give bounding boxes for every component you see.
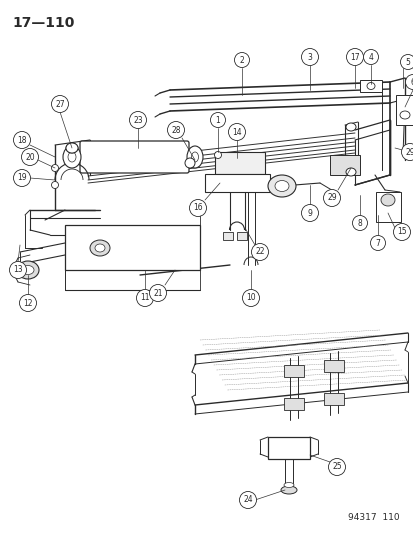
Ellipse shape xyxy=(191,152,198,162)
Ellipse shape xyxy=(51,182,58,189)
Ellipse shape xyxy=(345,168,355,176)
Text: 18: 18 xyxy=(17,135,27,144)
Ellipse shape xyxy=(399,111,409,119)
Text: 14: 14 xyxy=(232,127,241,136)
FancyBboxPatch shape xyxy=(395,95,413,125)
Ellipse shape xyxy=(22,265,34,274)
FancyBboxPatch shape xyxy=(283,398,303,410)
Ellipse shape xyxy=(66,143,78,153)
Ellipse shape xyxy=(63,146,81,168)
Ellipse shape xyxy=(68,152,76,162)
Circle shape xyxy=(399,54,413,69)
Text: 24: 24 xyxy=(242,496,252,505)
Circle shape xyxy=(14,169,31,187)
Text: 28: 28 xyxy=(171,125,180,134)
Circle shape xyxy=(149,285,166,302)
Text: 29: 29 xyxy=(326,193,336,203)
Circle shape xyxy=(14,132,31,149)
Text: 3: 3 xyxy=(307,52,312,61)
Circle shape xyxy=(328,458,345,475)
Ellipse shape xyxy=(345,123,355,131)
FancyBboxPatch shape xyxy=(204,174,269,192)
Circle shape xyxy=(51,95,68,112)
Text: 19: 19 xyxy=(17,174,27,182)
Circle shape xyxy=(210,112,225,127)
Circle shape xyxy=(21,149,38,166)
Circle shape xyxy=(351,215,367,230)
Ellipse shape xyxy=(274,181,288,191)
Text: 29: 29 xyxy=(404,148,413,157)
Circle shape xyxy=(228,124,245,141)
Text: 17—110: 17—110 xyxy=(12,16,74,30)
Circle shape xyxy=(9,262,26,279)
FancyBboxPatch shape xyxy=(359,80,381,92)
Text: 22: 22 xyxy=(255,247,264,256)
Ellipse shape xyxy=(187,146,202,168)
Text: 8: 8 xyxy=(357,219,361,228)
Circle shape xyxy=(323,190,339,206)
Text: 4: 4 xyxy=(368,52,373,61)
Ellipse shape xyxy=(66,143,78,153)
Circle shape xyxy=(129,111,146,128)
Text: 1: 1 xyxy=(215,116,220,125)
Circle shape xyxy=(301,205,318,222)
Ellipse shape xyxy=(185,158,195,168)
Circle shape xyxy=(19,295,36,311)
Text: 6: 6 xyxy=(410,77,413,86)
Text: 16: 16 xyxy=(193,204,202,213)
Circle shape xyxy=(167,122,184,139)
Circle shape xyxy=(301,49,318,66)
Text: 17: 17 xyxy=(349,52,359,61)
Text: 15: 15 xyxy=(396,228,406,237)
Text: 2: 2 xyxy=(239,55,244,64)
Circle shape xyxy=(346,49,363,66)
FancyBboxPatch shape xyxy=(323,360,343,372)
Ellipse shape xyxy=(380,194,394,206)
Circle shape xyxy=(392,223,410,240)
Ellipse shape xyxy=(283,482,293,488)
Text: 94317  110: 94317 110 xyxy=(347,513,399,522)
FancyBboxPatch shape xyxy=(329,155,359,175)
Ellipse shape xyxy=(90,240,110,256)
Text: 21: 21 xyxy=(153,288,162,297)
Text: 10: 10 xyxy=(246,294,255,303)
Text: 23: 23 xyxy=(133,116,142,125)
Text: 13: 13 xyxy=(13,265,23,274)
FancyBboxPatch shape xyxy=(375,192,400,222)
Circle shape xyxy=(363,50,377,64)
Ellipse shape xyxy=(17,261,39,279)
Text: 20: 20 xyxy=(25,152,35,161)
Text: 12: 12 xyxy=(23,298,33,308)
Text: 27: 27 xyxy=(55,100,65,109)
FancyBboxPatch shape xyxy=(236,232,247,240)
Circle shape xyxy=(189,199,206,216)
FancyBboxPatch shape xyxy=(323,393,343,405)
Circle shape xyxy=(404,75,413,90)
Circle shape xyxy=(242,289,259,306)
Text: 5: 5 xyxy=(405,58,409,67)
Ellipse shape xyxy=(267,175,295,197)
Ellipse shape xyxy=(95,244,105,252)
Text: 11: 11 xyxy=(140,294,150,303)
Ellipse shape xyxy=(366,83,374,90)
Text: 25: 25 xyxy=(331,463,341,472)
Circle shape xyxy=(370,236,385,251)
FancyBboxPatch shape xyxy=(267,437,309,459)
Circle shape xyxy=(401,143,413,160)
FancyBboxPatch shape xyxy=(223,232,233,240)
Text: 7: 7 xyxy=(375,238,380,247)
Ellipse shape xyxy=(280,486,296,494)
Circle shape xyxy=(234,52,249,68)
FancyBboxPatch shape xyxy=(65,225,199,270)
Circle shape xyxy=(136,289,153,306)
Ellipse shape xyxy=(51,165,58,172)
Circle shape xyxy=(239,491,256,508)
Ellipse shape xyxy=(214,151,221,158)
FancyBboxPatch shape xyxy=(80,141,189,173)
Circle shape xyxy=(251,244,268,261)
FancyBboxPatch shape xyxy=(214,152,264,174)
Text: 9: 9 xyxy=(307,208,312,217)
FancyBboxPatch shape xyxy=(283,365,303,377)
